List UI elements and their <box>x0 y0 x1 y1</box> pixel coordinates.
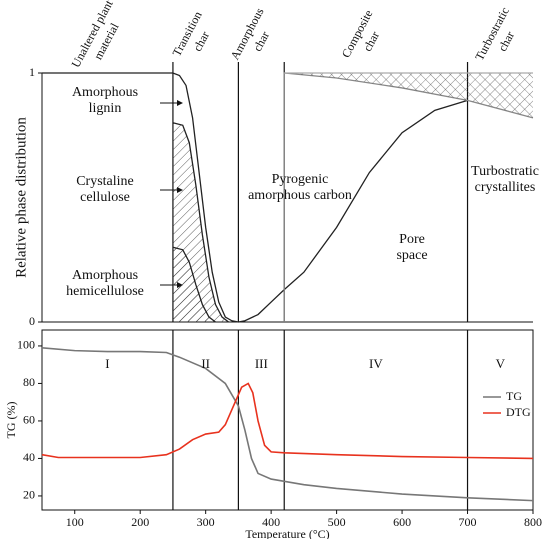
phase-label-text: Transitionchar <box>169 9 218 66</box>
annotation: Crystaline cellulose <box>76 174 134 205</box>
series-line <box>172 122 229 323</box>
phase-label: Unaltered plantmaterial <box>68 0 130 77</box>
annotation-line: space <box>396 248 427 263</box>
annotation: Pyrogenic amorphous carbon <box>248 172 352 203</box>
phase-label: Compositechar <box>338 7 389 67</box>
x-axis-label: Temperature (°C) <box>245 527 329 539</box>
phase-label: Transitionchar <box>169 9 218 66</box>
series-line <box>172 246 216 323</box>
annotation: Amorphous lignin <box>72 85 138 116</box>
annotation-line: Pyrogenic <box>272 172 329 187</box>
annotation-line: Crystaline <box>76 174 134 189</box>
x-tick-label: 800 <box>524 515 542 529</box>
y-tick-label: 0 <box>29 314 35 328</box>
x-tick-label: 300 <box>197 515 215 529</box>
region-label: I <box>105 356 109 371</box>
phase-label: Amorphouschar <box>227 5 280 69</box>
region-label: II <box>201 356 210 371</box>
phase-label: Turbostraticchar <box>472 5 526 71</box>
hatched-area <box>284 73 533 322</box>
phase-label-text: Turbostraticchar <box>472 5 526 71</box>
phase-label-text: Compositechar <box>338 7 389 67</box>
x-tick-label: 400 <box>262 515 280 529</box>
y-tick-label: 20 <box>23 488 35 502</box>
annotation-line: hemicellulose <box>66 284 144 299</box>
y-tick-label: 40 <box>23 450 35 464</box>
annotation-line: Amorphous <box>72 268 138 283</box>
series-line <box>41 382 534 460</box>
series-line <box>238 99 468 323</box>
x-tick-label: 600 <box>393 515 411 529</box>
y-tick-label: 60 <box>23 413 35 427</box>
annotation-line: Amorphous <box>72 85 138 100</box>
phase-label-text: Amorphouschar <box>227 5 280 69</box>
hatched-area <box>172 247 216 322</box>
y-tick-label: 100 <box>17 338 35 352</box>
annotation-line: Turbostratic <box>471 164 539 179</box>
series-line <box>42 72 239 323</box>
annotation-line: lignin <box>89 101 122 116</box>
plot-frame <box>41 329 534 511</box>
annotation-line: Pore <box>399 232 425 247</box>
series-line <box>41 347 534 502</box>
legend-label: DTG <box>506 405 531 419</box>
annotation: Pore space <box>396 232 427 263</box>
x-tick-label: 100 <box>66 515 84 529</box>
x-tick-label: 700 <box>459 515 477 529</box>
region-label: III <box>255 356 268 371</box>
region-label: V <box>496 356 506 371</box>
x-tick-label: 500 <box>328 515 346 529</box>
annotation-line: cellulose <box>80 190 130 205</box>
legend-label: TG <box>506 389 522 403</box>
y-tick-label: 1 <box>29 65 35 79</box>
annotation-line: crystallites <box>475 180 536 195</box>
y-tick-label: 80 <box>23 375 35 389</box>
phase-label-text: Unaltered plantmaterial <box>68 0 130 77</box>
y-axis-label: Relative phase distribution <box>13 117 29 278</box>
y-axis-label: TG (%) <box>4 402 18 439</box>
x-tick-label: 200 <box>131 515 149 529</box>
annotation-line: amorphous carbon <box>248 188 352 203</box>
region-label: IV <box>369 356 383 371</box>
annotation: Turbostratic crystallites <box>471 164 539 195</box>
annotation: Amorphous hemicellulose <box>66 268 144 299</box>
